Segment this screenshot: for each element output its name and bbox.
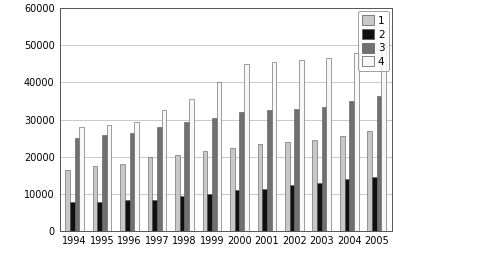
Bar bbox=[294, 108, 299, 231]
Bar bbox=[157, 127, 162, 231]
Bar bbox=[326, 58, 331, 231]
Bar bbox=[97, 201, 102, 231]
Bar bbox=[230, 148, 235, 231]
Legend: 1, 2, 3, 4: 1, 2, 3, 4 bbox=[358, 11, 389, 71]
Bar bbox=[107, 125, 112, 231]
Bar bbox=[120, 164, 125, 231]
Bar bbox=[180, 196, 185, 231]
Bar bbox=[70, 201, 74, 231]
Bar bbox=[267, 110, 271, 231]
Bar bbox=[93, 166, 97, 231]
Bar bbox=[129, 133, 134, 231]
Bar bbox=[189, 99, 194, 231]
Bar bbox=[152, 200, 157, 231]
Bar bbox=[207, 194, 212, 231]
Bar bbox=[212, 118, 217, 231]
Bar bbox=[185, 122, 189, 231]
Bar bbox=[240, 112, 244, 231]
Bar bbox=[102, 134, 107, 231]
Bar bbox=[125, 200, 129, 231]
Bar bbox=[317, 183, 322, 231]
Bar bbox=[368, 131, 372, 231]
Bar bbox=[322, 107, 326, 231]
Bar bbox=[340, 136, 345, 231]
Bar bbox=[299, 60, 304, 231]
Bar bbox=[354, 53, 359, 231]
Bar bbox=[202, 151, 207, 231]
Bar bbox=[262, 189, 267, 231]
Bar bbox=[79, 127, 84, 231]
Bar bbox=[244, 64, 249, 231]
Bar bbox=[235, 190, 240, 231]
Bar bbox=[285, 142, 290, 231]
Bar bbox=[257, 144, 262, 231]
Bar bbox=[134, 122, 139, 231]
Bar bbox=[312, 140, 317, 231]
Bar bbox=[162, 110, 166, 231]
Bar bbox=[74, 138, 79, 231]
Bar bbox=[381, 43, 386, 231]
Bar bbox=[65, 170, 70, 231]
Bar bbox=[349, 101, 354, 231]
Bar bbox=[377, 95, 381, 231]
Bar bbox=[271, 62, 276, 231]
Bar bbox=[345, 179, 349, 231]
Bar bbox=[175, 155, 180, 231]
Bar bbox=[217, 83, 221, 231]
Bar bbox=[148, 157, 152, 231]
Bar bbox=[372, 177, 377, 231]
Bar bbox=[290, 185, 294, 231]
